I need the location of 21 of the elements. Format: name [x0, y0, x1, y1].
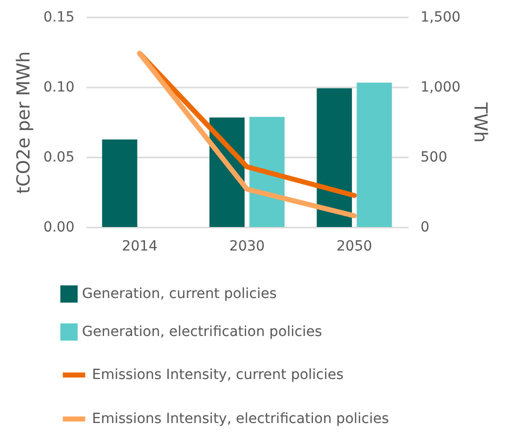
y-tick-label: 0.00: [43, 220, 74, 236]
bar: [249, 116, 285, 227]
legend-label: Generation, electrification policies: [82, 324, 322, 340]
legend-label: Generation, current policies: [82, 286, 277, 302]
bar: [356, 82, 392, 227]
legend-label: Emissions Intensity, electrification policies: [92, 411, 389, 427]
y2-tick-label: 0: [420, 220, 430, 236]
y2-axis-title: TWh: [470, 101, 491, 143]
y2-tick-label: 1,000: [420, 80, 461, 96]
x-tick-label: 2014: [122, 238, 158, 254]
y2-tick-label: 500: [420, 150, 448, 166]
legend-label: Emissions Intensity, current policies: [92, 367, 344, 383]
bar: [316, 88, 352, 227]
y-axis-title: tCO2e per MWh: [13, 51, 34, 194]
y2-tick-label: 1,500: [420, 10, 461, 26]
y-tick-label: 0.10: [43, 80, 74, 96]
bar: [102, 140, 138, 227]
x-tick-label: 2030: [229, 238, 265, 254]
y-tick-label: 0.05: [43, 150, 74, 166]
x-tick-label: 2050: [336, 238, 372, 254]
y-tick-label: 0.15: [43, 10, 74, 26]
